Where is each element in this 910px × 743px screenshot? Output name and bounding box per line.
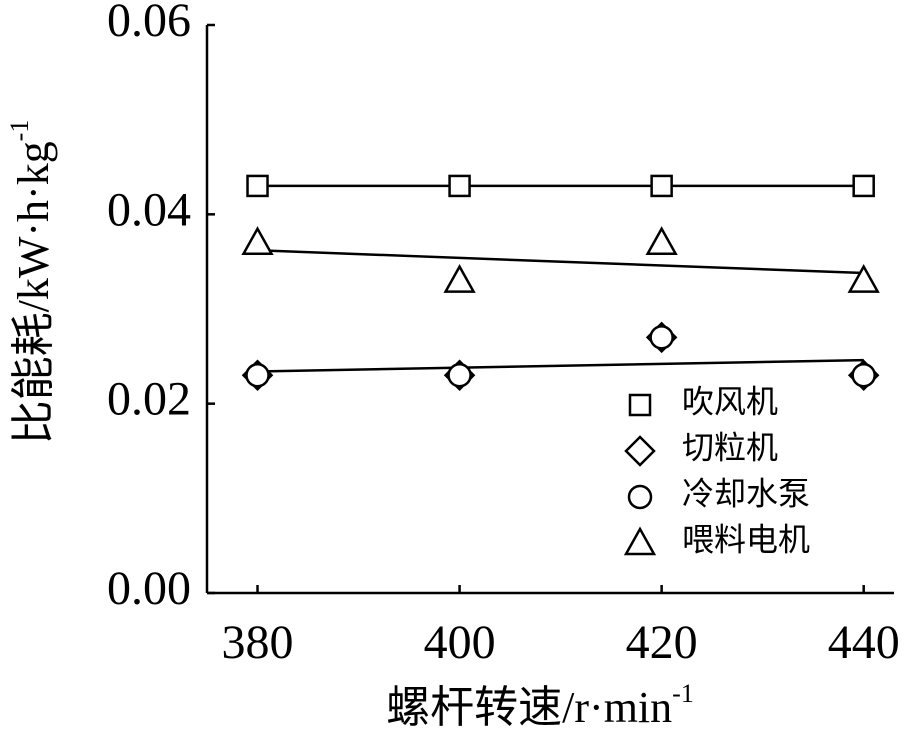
marker-circle: [649, 325, 674, 350]
y-axis-label-sup: -1: [5, 120, 34, 142]
marker-square: [448, 174, 471, 198]
marker-circle: [627, 484, 653, 510]
y-tick-label: 0.04: [107, 183, 191, 236]
marker-triangle: [443, 264, 476, 293]
legend-label: 冷却水泵: [682, 475, 810, 511]
marker-triangle: [623, 526, 657, 556]
y-tick-label: 0.00: [107, 562, 191, 615]
x-axis-label: 螺杆转速/r·min-1: [386, 679, 694, 732]
marker-diamond: [624, 435, 656, 467]
x-tick-label: 380: [222, 616, 294, 669]
marker-square: [628, 393, 652, 417]
trend-line: [257, 358, 864, 373]
x-tick-label: 400: [424, 616, 496, 669]
x-tick-label: 420: [626, 616, 698, 669]
y-tick-label: 0.06: [107, 0, 191, 47]
marker-circle: [245, 363, 270, 388]
marker-square: [852, 174, 875, 198]
y-axis-label-text: 比能耗/kW·h·kg: [9, 141, 58, 444]
marker-circle: [447, 363, 472, 388]
x-axis-label-text: 螺杆转速/r·min: [386, 683, 672, 732]
marker-triangle: [847, 264, 880, 293]
legend-label: 喂料电机: [682, 521, 810, 557]
marker-square: [650, 174, 673, 198]
marker-square: [246, 174, 269, 198]
y-tick-label: 0.02: [107, 373, 191, 426]
x-axis-label-sup: -1: [672, 679, 694, 708]
y-axis-label: 比能耗/kW·h·kg-1: [5, 120, 58, 445]
marker-triangle: [241, 226, 274, 255]
trend-line: [257, 249, 864, 275]
legend-label: 切粒机: [682, 429, 778, 465]
x-tick-label: 440: [828, 616, 900, 669]
marker-triangle: [645, 226, 678, 255]
marker-circle: [851, 363, 876, 388]
legend-label: 吹风机: [682, 383, 778, 419]
